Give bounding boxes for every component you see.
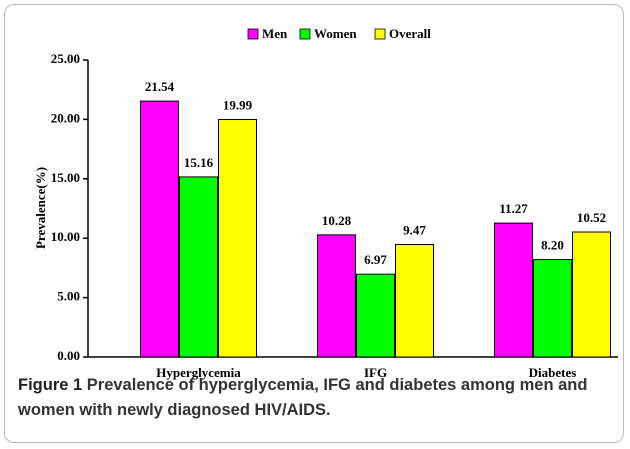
legend-label: Women xyxy=(314,26,357,41)
bar xyxy=(533,259,572,358)
x-tick-label: Diabetes xyxy=(529,365,577,380)
bar xyxy=(356,273,395,358)
caption-text: Prevalence of hyperglycemia, IFG and dia… xyxy=(18,376,588,419)
x-tick-label: IFG xyxy=(364,365,387,380)
bar xyxy=(179,176,218,358)
legend-label: Overall xyxy=(389,26,431,41)
data-label: 6.97 xyxy=(364,252,387,267)
data-label: 11.27 xyxy=(499,201,528,216)
bar xyxy=(317,234,356,358)
data-label: 15.16 xyxy=(184,155,214,170)
y-axis-label: Prevalence(%) xyxy=(33,167,48,249)
bar xyxy=(572,231,611,358)
legend-swatch xyxy=(299,28,311,40)
legend-label: Men xyxy=(262,26,288,41)
data-label: 8.20 xyxy=(541,238,564,253)
y-tick-label: 10.00 xyxy=(51,229,80,244)
legend-swatch xyxy=(247,28,259,40)
y-tick-label: 0.00 xyxy=(57,348,80,363)
caption-label: Figure 1 xyxy=(18,376,83,394)
y-tick-label: 15.00 xyxy=(51,170,80,185)
bar xyxy=(395,243,434,358)
legend-swatch xyxy=(374,28,386,40)
y-tick-label: 20.00 xyxy=(51,110,80,125)
data-label: 21.54 xyxy=(145,79,175,94)
y-tick-label: 25.00 xyxy=(51,51,80,66)
data-label: 10.52 xyxy=(577,210,606,225)
data-label: 10.28 xyxy=(322,213,352,228)
x-tick-label: Hyperglycemia xyxy=(156,365,241,380)
bar xyxy=(218,119,257,358)
data-label: 9.47 xyxy=(403,222,426,237)
bar xyxy=(140,100,179,358)
bar xyxy=(494,222,533,358)
figure-frame xyxy=(4,4,624,443)
y-tick-label: 5.00 xyxy=(57,289,80,304)
data-label: 19.99 xyxy=(223,98,253,113)
caption: Figure 1 Prevalence of hyperglycemia, IF… xyxy=(18,373,618,423)
